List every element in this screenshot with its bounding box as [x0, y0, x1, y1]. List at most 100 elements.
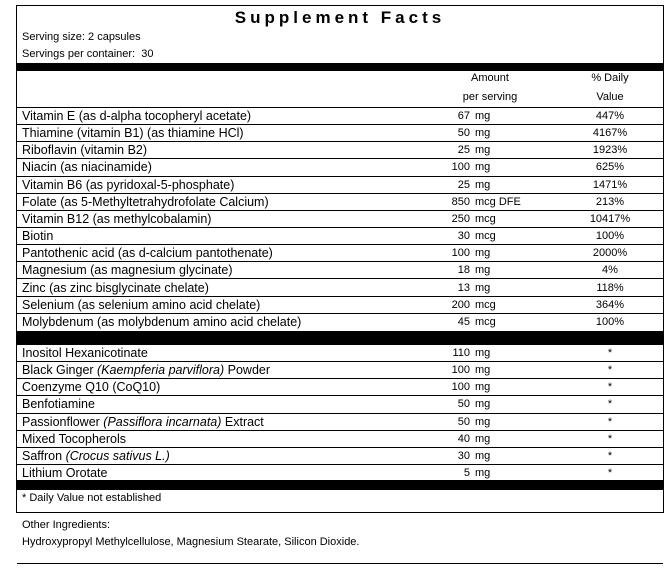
amount: 110	[452, 347, 470, 359]
thick-rule	[17, 331, 663, 345]
amount: 30	[457, 449, 470, 462]
daily-value: 4%	[602, 264, 618, 277]
name-part: (Passiflora incarnata)	[103, 414, 222, 429]
row: Niacin (as niacinamide) 100 mg 625%	[17, 159, 663, 177]
name-part: Extract	[221, 414, 264, 429]
name-part: Vitamin B6 (as pyridoxal-5-phosphate)	[22, 177, 235, 192]
nutrient-name: Lithium Orotate	[22, 465, 107, 481]
nutrient-name: Vitamin B12 (as methylcobalamin)	[22, 211, 211, 227]
bottom-rule	[17, 563, 663, 564]
serving-size: Serving size: 2 capsules	[22, 31, 141, 43]
unit: mcg DFE	[475, 195, 521, 208]
amount: 5	[463, 467, 470, 480]
nutrient-name: Vitamin E (as d-alpha tocopheryl acetate…	[22, 108, 251, 124]
name-part: Lithium Orotate	[22, 466, 108, 481]
daily-value: 1471%	[592, 178, 628, 191]
name-part: Benfotiamine	[22, 397, 95, 412]
name-part: Mixed Tocopherols	[22, 431, 126, 446]
title: Supplement Facts	[234, 8, 446, 27]
row: Thiamine (vitamin B1) (as thiamine HCl) 5…	[17, 125, 663, 143]
name-part: Riboflavin (vitamin B2)	[22, 143, 148, 158]
name-part: Black Ginger	[22, 363, 98, 378]
nutrient-name: Mixed Tocopherols	[22, 431, 126, 447]
row: Vitamin B6 (as pyridoxal-5-phosphate) 25 m…	[17, 177, 663, 194]
nutrient-name: Inositol Hexanicotinate	[22, 345, 148, 361]
unit: mg	[475, 364, 491, 377]
nutrient-name: Biotin	[22, 228, 53, 244]
amount: 45	[457, 315, 470, 328]
amount: 100	[451, 161, 470, 174]
daily-value: 100%	[595, 230, 625, 243]
name-part: Magnesium (as magnesium glycinate)	[22, 263, 233, 278]
unit: mg	[475, 161, 491, 174]
unit: mg	[475, 347, 491, 359]
facts-box	[16, 5, 664, 513]
name-part: Folate (as 5-Methyltetrahydrofolate Calc…	[22, 194, 269, 209]
daily-value: 625%	[595, 161, 625, 174]
daily-value: 447%	[595, 110, 625, 122]
unit: mg	[475, 264, 491, 277]
name-part: Coenzyme Q10 (CoQ10)	[22, 380, 161, 395]
daily-value: *	[607, 364, 613, 377]
unit: mg	[475, 415, 491, 428]
amount: 100	[451, 381, 470, 394]
nutrient-name: Vitamin B6 (as pyridoxal-5-phosphate)	[22, 177, 234, 193]
daily-value: 1923%	[592, 144, 628, 157]
row: Benfotiamine 50 mg *	[17, 396, 663, 414]
name-part: Inositol Hexanicotinate	[22, 346, 148, 360]
nutrient-name: Niacin (as niacinamide)	[22, 159, 152, 175]
daily-value: *	[607, 449, 613, 462]
amount: 850	[451, 195, 470, 208]
amount: 30	[457, 230, 470, 243]
daily-value: 118%	[596, 281, 624, 294]
row: Molybdenum (as molybdenum amino acid che…	[17, 314, 663, 331]
amount: 250	[451, 212, 470, 225]
amount: 67	[457, 110, 470, 122]
daily-value: 213%	[595, 195, 625, 208]
name-part: (Crocus sativus L.)	[65, 448, 170, 463]
nutrient-name: Riboflavin (vitamin B2)	[22, 142, 147, 158]
row: Coenzyme Q10 (CoQ10) 100 mg *	[17, 379, 663, 397]
row: Passionflower (Passiflora incarnata) Ext…	[17, 414, 663, 431]
amount: 13	[457, 281, 470, 294]
name-part: Zinc (as zinc bisglycinate chelate)	[22, 280, 209, 295]
name-part: Molybdenum (as molybdenum amino acid che…	[22, 314, 302, 329]
unit: mg	[475, 144, 491, 157]
header-daily-value: Value	[596, 91, 624, 103]
footnote: * Daily Value not established	[22, 492, 162, 504]
servings-per-container: Servings per container: 30	[22, 48, 154, 60]
amount: 50	[457, 415, 470, 428]
daily-value: 4167%	[592, 127, 628, 140]
daily-value: 10417%	[589, 212, 631, 225]
amount: 50	[457, 127, 470, 140]
nutrient-name: Pantothenic acid (as d-calcium pantothen…	[22, 245, 273, 261]
unit: mg	[475, 127, 491, 140]
row: Zinc (as zinc bisglycinate chelate) 13 mg 1…	[17, 280, 663, 297]
other-ingredients-label: Other Ingredients:	[22, 519, 111, 531]
row: Riboflavin (vitamin B2) 25 mg 1923%	[17, 142, 663, 160]
unit: mg	[475, 281, 491, 294]
name-part: Selenium (as selenium amino acid chelate…	[22, 297, 261, 312]
unit: mcg	[475, 230, 496, 243]
other-ingredients: Hydroxypropyl Methylcellulose, Magnesium…	[22, 536, 360, 548]
unit: mg	[475, 398, 491, 411]
amount: 40	[457, 432, 470, 445]
amount: 18	[457, 264, 470, 277]
header-daily-value: % Daily	[591, 72, 629, 84]
unit: mcg	[475, 212, 496, 225]
row: Vitamin B12 (as methylcobalamin) 250 mcg 10…	[17, 211, 663, 229]
rule	[17, 107, 663, 108]
unit: mcg	[475, 298, 496, 311]
unit: mg	[475, 247, 491, 260]
unit: mg	[475, 467, 491, 480]
nutrient-name: Benfotiamine	[22, 396, 95, 412]
nutrient-name: Passionflower (Passiflora incarnata) Ext…	[22, 414, 264, 430]
amount: 100	[451, 247, 470, 260]
daily-value: *	[607, 432, 613, 445]
daily-value: *	[607, 347, 613, 359]
daily-value: 100%	[595, 315, 625, 328]
nutrient-name: Magnesium (as magnesium glycinate)	[22, 262, 233, 278]
name-part: Niacin (as niacinamide)	[22, 160, 152, 175]
name-part: (Kaempferia parviflora)	[97, 363, 225, 378]
